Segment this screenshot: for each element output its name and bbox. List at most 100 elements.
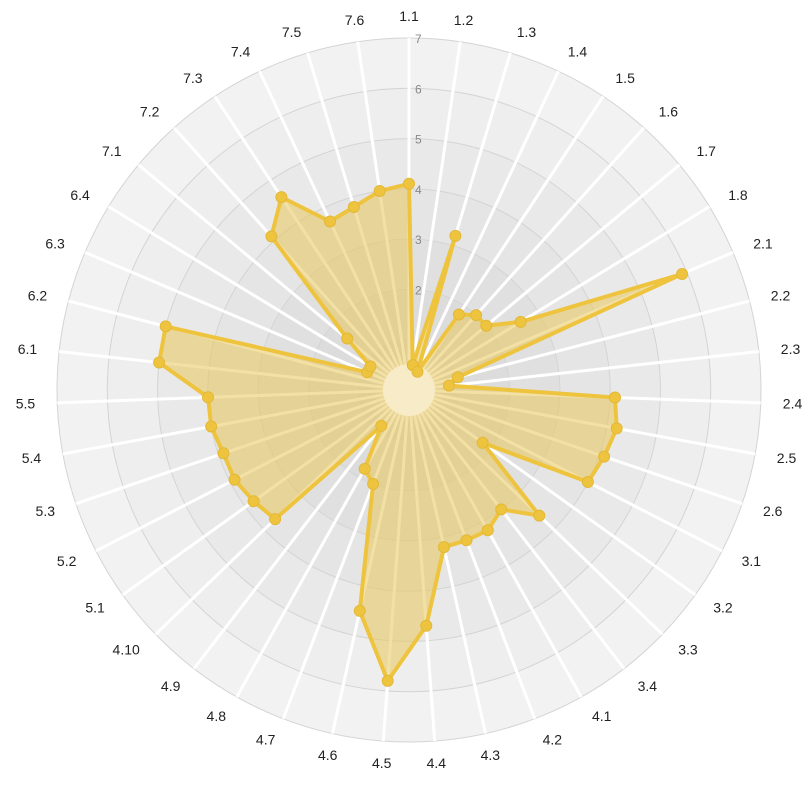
category-label-4.2: 4.2 (543, 731, 563, 747)
data-point-4.3 (438, 541, 450, 554)
radar-center (383, 364, 435, 416)
data-point-4.6 (353, 604, 366, 617)
radar-spoke (407, 70, 560, 391)
category-label-7.4: 7.4 (231, 43, 251, 59)
radial-tick-labels: 2 3 4 5 6 7 (415, 32, 422, 297)
data-point-5.2 (228, 473, 241, 486)
radar-spoke (84, 250, 410, 392)
category-label-6.4: 6.4 (70, 187, 90, 203)
data-point-6.4 (364, 360, 377, 373)
data-point-7.5 (347, 201, 360, 213)
category-label-4.6: 4.6 (318, 747, 338, 763)
category-label-3.1: 3.1 (742, 553, 762, 569)
data-point-4.9 (375, 419, 388, 432)
data-point-1.3 (449, 229, 462, 242)
data-point-2.2 (451, 371, 464, 384)
data-point-3.4 (495, 503, 508, 516)
data-point-2.6 (598, 450, 611, 463)
category-label-3.3: 3.3 (678, 642, 698, 658)
tick-label: 5 (415, 133, 422, 147)
category-label-7.6: 7.6 (345, 12, 365, 28)
category-label-4.5: 4.5 (372, 755, 392, 771)
category-label-4.8: 4.8 (207, 708, 227, 724)
data-point-2.3 (443, 379, 455, 392)
data-point-1.5 (452, 308, 465, 321)
radar-spoke (192, 389, 411, 670)
data-point-6.2 (159, 320, 172, 333)
category-labels: 1.1 1.2 1.3 1.4 1.5 1.6 1.7 1.8 2.1 2.2 2.3 2.4 2.5 2… (16, 8, 803, 771)
data-point-2.4 (609, 391, 621, 404)
category-label-2.3: 2.3 (781, 341, 801, 357)
tick-label: 6 (415, 82, 422, 96)
data-point-1.4 (411, 365, 424, 378)
data-point-5.5 (202, 391, 214, 404)
tick-label: 7 (415, 32, 422, 46)
data-point-1.1 (403, 177, 415, 190)
category-label-2.2: 2.2 (771, 287, 791, 303)
category-label-1.5: 1.5 (615, 70, 635, 86)
data-point-7.4 (324, 215, 336, 228)
category-label-4.7: 4.7 (256, 731, 276, 747)
category-label-2.5: 2.5 (777, 450, 797, 466)
data-point-2.1 (676, 268, 689, 280)
category-label-1.2: 1.2 (454, 12, 474, 28)
data-point-7.2 (265, 230, 278, 243)
category-label-7.2: 7.2 (140, 104, 160, 120)
category-label-6.1: 6.1 (18, 341, 38, 357)
category-label-5.5: 5.5 (16, 396, 36, 412)
data-point-6.1 (153, 356, 166, 369)
data-point-3.2 (476, 436, 489, 449)
category-label-7.5: 7.5 (282, 24, 302, 40)
category-label-1.7: 1.7 (697, 143, 717, 159)
tick-label: 3 (415, 233, 422, 247)
data-point-1.8 (514, 315, 527, 328)
data-point-1.6 (470, 309, 483, 322)
data-point-3.1 (581, 476, 594, 488)
data-point-1.7 (480, 319, 493, 332)
data-point-4.2 (460, 534, 473, 547)
radar-spoke (407, 41, 462, 391)
data-point-7.6 (373, 185, 386, 197)
category-label-1.3: 1.3 (517, 24, 537, 40)
category-label-4.9: 4.9 (161, 678, 181, 694)
category-label-3.4: 3.4 (638, 678, 658, 694)
radar-spoke (408, 350, 760, 392)
tick-label: 4 (415, 183, 422, 197)
category-label-4.3: 4.3 (481, 747, 501, 763)
data-point-4.4 (420, 619, 433, 632)
data-point-5.3 (217, 447, 230, 460)
data-point-4.7 (367, 477, 380, 490)
category-label-1.4: 1.4 (568, 43, 588, 59)
tick-label: 2 (415, 283, 422, 297)
category-label-5.3: 5.3 (36, 503, 56, 519)
category-label-4.1: 4.1 (592, 708, 612, 724)
radar-points (153, 177, 689, 687)
radar-spoke (107, 205, 410, 392)
category-label-5.1: 5.1 (85, 600, 105, 616)
data-point-3.3 (533, 509, 546, 522)
category-label-5.4: 5.4 (22, 450, 42, 466)
data-point-4.5 (381, 674, 394, 687)
category-label-5.2: 5.2 (57, 553, 77, 569)
category-label-6.3: 6.3 (45, 236, 65, 252)
category-label-1.6: 1.6 (659, 104, 679, 120)
category-label-4.10: 4.10 (113, 642, 140, 658)
data-point-7.1 (341, 332, 354, 345)
category-label-3.2: 3.2 (713, 600, 733, 616)
category-label-2.4: 2.4 (783, 396, 803, 412)
category-label-7.1: 7.1 (102, 143, 122, 159)
data-point-4.10 (269, 513, 282, 526)
data-point-2.5 (610, 422, 623, 435)
data-point-4.1 (481, 524, 494, 537)
category-label-7.3: 7.3 (183, 70, 203, 86)
data-point-4.8 (358, 462, 371, 475)
category-label-2.1: 2.1 (753, 236, 773, 252)
data-point-7.3 (275, 191, 288, 204)
category-label-2.6: 2.6 (763, 503, 783, 519)
category-label-4.4: 4.4 (427, 755, 447, 771)
data-point-5.1 (247, 495, 260, 508)
data-point-5.4 (205, 420, 218, 433)
category-label-1.1: 1.1 (399, 8, 419, 24)
category-label-1.8: 1.8 (728, 187, 748, 203)
